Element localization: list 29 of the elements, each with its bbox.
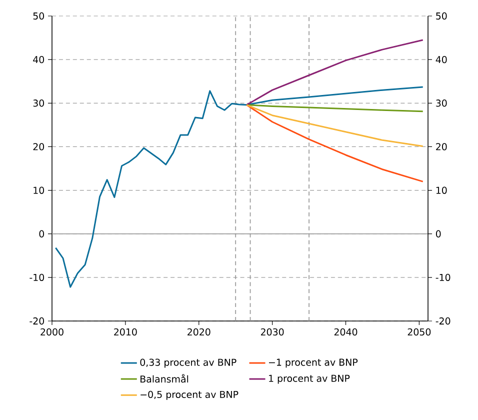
x-tick-label: 2020: [188, 328, 210, 336]
legend-label: 1 procent av BNP: [269, 374, 350, 384]
y-tick-label: -10: [30, 274, 44, 282]
x-tick-label: 2050: [408, 328, 431, 336]
legend-label: −0,5 procent av BNP: [140, 390, 238, 400]
y2-tick-label: -10: [436, 274, 450, 282]
y-tick-label: -20: [30, 317, 44, 325]
line-series: [246, 104, 424, 182]
x-tick-label: 2040: [334, 328, 358, 336]
legend-label: 0,33 procent av BNP: [140, 358, 236, 368]
y2-tick-label: 10: [436, 186, 447, 194]
y2-tick-label: 0: [436, 230, 441, 238]
legend-label: Balansmål: [140, 374, 188, 383]
x-tick-label: 2030: [260, 328, 284, 336]
y2-tick-label: 50: [436, 12, 447, 20]
y-tick-label: 0: [39, 230, 44, 238]
x-tick-label: 2010: [114, 328, 137, 336]
y-tick-label: 30: [33, 100, 44, 107]
x-tick-label: 2000: [40, 328, 64, 336]
y-tick-label: 40: [33, 56, 44, 64]
line-series: [246, 39, 424, 106]
legend-label: −1 procent av BNP: [269, 358, 358, 368]
y2-tick-label: -20: [436, 317, 450, 325]
y2-tick-label: 40: [436, 56, 447, 64]
y2-tick-label: 20: [436, 143, 447, 150]
y-tick-label: 10: [34, 186, 44, 194]
y2-tick-label: 30: [436, 100, 447, 107]
y-tick-label: 50: [33, 12, 44, 20]
y-tick-label: 20: [33, 143, 44, 150]
